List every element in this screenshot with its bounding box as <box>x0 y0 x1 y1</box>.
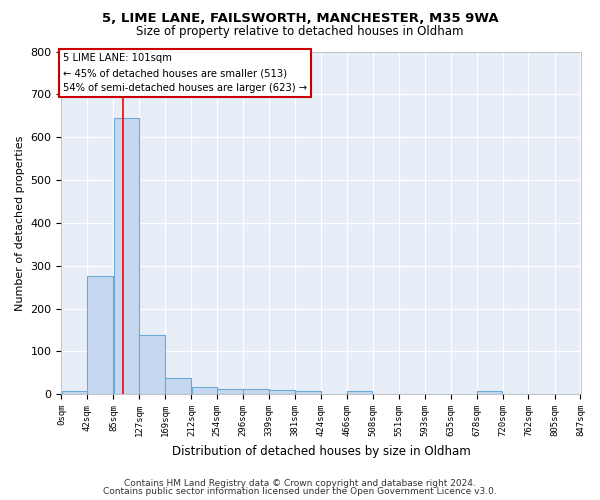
Bar <box>88 276 113 394</box>
Bar <box>347 391 373 394</box>
Text: 5, LIME LANE, FAILSWORTH, MANCHESTER, M35 9WA: 5, LIME LANE, FAILSWORTH, MANCHESTER, M3… <box>101 12 499 26</box>
Bar <box>269 390 295 394</box>
Text: 5 LIME LANE: 101sqm
← 45% of detached houses are smaller (513)
54% of semi-detac: 5 LIME LANE: 101sqm ← 45% of detached ho… <box>62 53 307 93</box>
Bar <box>191 387 217 394</box>
Bar <box>477 391 502 394</box>
Bar <box>165 378 191 394</box>
Bar <box>139 335 165 394</box>
Y-axis label: Number of detached properties: Number of detached properties <box>15 135 25 310</box>
Text: Contains HM Land Registry data © Crown copyright and database right 2024.: Contains HM Land Registry data © Crown c… <box>124 478 476 488</box>
Bar <box>62 391 87 394</box>
Text: Size of property relative to detached houses in Oldham: Size of property relative to detached ho… <box>136 25 464 38</box>
Bar <box>217 389 242 394</box>
Bar <box>243 390 269 394</box>
Text: Contains public sector information licensed under the Open Government Licence v3: Contains public sector information licen… <box>103 488 497 496</box>
Bar <box>114 118 139 394</box>
X-axis label: Distribution of detached houses by size in Oldham: Distribution of detached houses by size … <box>172 444 470 458</box>
Bar <box>295 391 321 394</box>
